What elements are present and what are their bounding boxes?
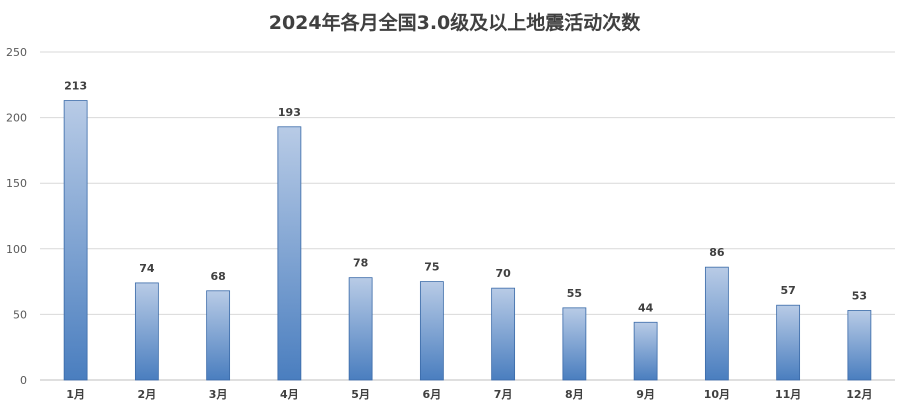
x-tick-label: 10月 <box>704 388 730 401</box>
x-tick-label: 9月 <box>636 388 655 401</box>
x-tick-label: 5月 <box>351 388 370 401</box>
data-label: 213 <box>64 80 87 93</box>
data-label: 57 <box>780 284 795 297</box>
y-tick-label: 150 <box>6 177 27 190</box>
data-label: 53 <box>852 289 867 302</box>
bar <box>776 304 801 381</box>
x-tick-label: 6月 <box>423 388 442 401</box>
bar <box>348 277 373 381</box>
bar <box>419 281 444 381</box>
bar <box>206 290 231 381</box>
data-label: 78 <box>353 257 368 270</box>
data-label: 55 <box>567 287 582 300</box>
y-tick-label: 250 <box>6 46 27 59</box>
y-tick-label: 100 <box>6 243 27 256</box>
x-tick-label: 4月 <box>280 388 299 401</box>
x-tick-label: 7月 <box>494 388 513 401</box>
x-tick-label: 2月 <box>138 388 157 401</box>
bar <box>491 287 516 381</box>
x-tick-label: 3月 <box>209 388 228 401</box>
bar <box>277 126 302 381</box>
x-tick-label: 12月 <box>846 388 872 401</box>
y-tick-label: 50 <box>13 308 27 321</box>
bar <box>633 321 658 381</box>
bar <box>134 282 159 381</box>
bar <box>63 100 88 381</box>
x-tick-label: 8月 <box>565 388 584 401</box>
x-tick-label: 1月 <box>66 388 85 401</box>
data-label: 86 <box>709 246 725 259</box>
x-tick-label: 11月 <box>775 388 801 401</box>
data-label: 70 <box>495 267 511 280</box>
bar <box>704 266 729 381</box>
data-label: 74 <box>139 262 155 275</box>
data-label: 75 <box>424 261 439 274</box>
data-label: 44 <box>638 301 654 314</box>
chart-title: 2024年各月全国3.0级及以上地震活动次数 <box>268 12 641 34</box>
bar <box>562 307 587 381</box>
y-tick-label: 200 <box>6 112 27 125</box>
data-label: 68 <box>210 270 225 283</box>
data-label: 193 <box>278 106 301 119</box>
bar <box>847 310 872 381</box>
y-tick-label: 0 <box>20 374 27 387</box>
